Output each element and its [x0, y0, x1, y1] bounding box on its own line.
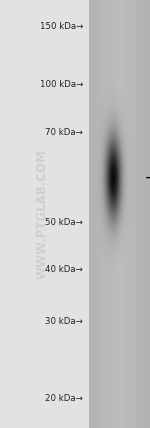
Text: WWW.PTGLAB.COM: WWW.PTGLAB.COM: [36, 149, 48, 279]
Text: 40 kDa→: 40 kDa→: [45, 265, 83, 274]
Text: 100 kDa→: 100 kDa→: [40, 80, 83, 89]
Text: 20 kDa→: 20 kDa→: [45, 393, 83, 403]
Text: 30 kDa→: 30 kDa→: [45, 316, 83, 326]
Text: 70 kDa→: 70 kDa→: [45, 128, 83, 137]
Text: 150 kDa→: 150 kDa→: [40, 22, 83, 31]
Text: 50 kDa→: 50 kDa→: [45, 218, 83, 227]
